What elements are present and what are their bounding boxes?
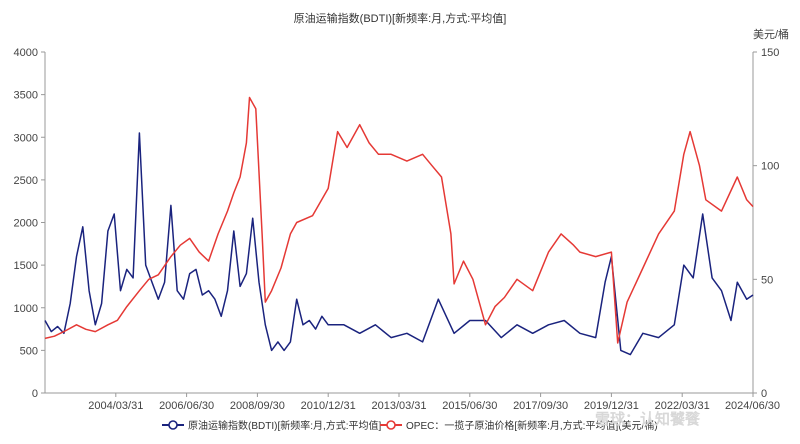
legend-item-bdti[interactable]: 原油运输指数(BDTI)[新频率:月,方式:平均值] (162, 419, 382, 432)
legend-item-opec[interactable]: OPEC：一揽子原油价格[新频率:月,方式:平均值](美元/桶) (380, 419, 658, 432)
left-tick-label: 1500 (14, 260, 38, 272)
left-tick-label: 1000 (14, 303, 38, 315)
legend-label-opec: OPEC：一揽子原油价格[新频率:月,方式:平均值](美元/桶) (406, 419, 658, 432)
left-tick-label: 0 (32, 388, 38, 400)
legend-marker-bdti (168, 420, 178, 430)
right-tick-label: 0 (761, 388, 767, 400)
left-axis-ticks: 0 500 1000 1500 2000 2500 3000 3500 4000 (14, 47, 45, 400)
axes (44, 52, 754, 394)
x-tick-label: 2013/03/31 (371, 400, 426, 412)
x-tick-label: 2004/03/31 (88, 400, 143, 412)
x-tick-label: 2006/06/30 (159, 400, 214, 412)
chart-title: 原油运输指数(BDTI)[新频率:月,方式:平均值] (294, 11, 507, 25)
x-tick-label: 2022/03/31 (655, 400, 710, 412)
x-tick-label: 2010/12/31 (301, 400, 356, 412)
right-tick-label: 150 (761, 47, 779, 59)
legend-marker-opec (386, 420, 396, 430)
x-axis-ticks: 2004/03/31 2006/06/30 2008/09/30 2010/12/31… (88, 393, 780, 412)
right-tick-label: 50 (761, 274, 773, 286)
watermark: 雪球：认知饕餮 (595, 410, 701, 428)
x-tick-label: 2019/12/31 (584, 400, 639, 412)
legend: 原油运输指数(BDTI)[新频率:月,方式:平均值] OPEC：一揽子原油价格[… (162, 419, 658, 432)
x-tick-label: 2015/06/30 (442, 400, 497, 412)
right-axis-ticks: 0 50 100 150 (753, 47, 779, 400)
legend-label-bdti: 原油运输指数(BDTI)[新频率:月,方式:平均值] (188, 419, 382, 432)
right-tick-label: 100 (761, 161, 779, 173)
x-tick-label: 2008/09/30 (230, 400, 285, 412)
series-line-opec (44, 96, 754, 344)
left-tick-label: 4000 (14, 47, 38, 59)
series-line-bdti (44, 132, 754, 356)
x-tick-label: 2024/06/30 (725, 400, 780, 412)
series-layer (44, 96, 754, 356)
left-tick-label: 2500 (14, 175, 38, 187)
left-tick-label: 3000 (14, 132, 38, 144)
left-tick-label: 500 (20, 345, 38, 357)
left-tick-label: 2000 (14, 218, 38, 230)
x-tick-label: 2017/09/30 (513, 400, 568, 412)
left-tick-label: 3500 (14, 90, 38, 102)
right-axis-unit-label: 美元/桶 (753, 27, 789, 41)
